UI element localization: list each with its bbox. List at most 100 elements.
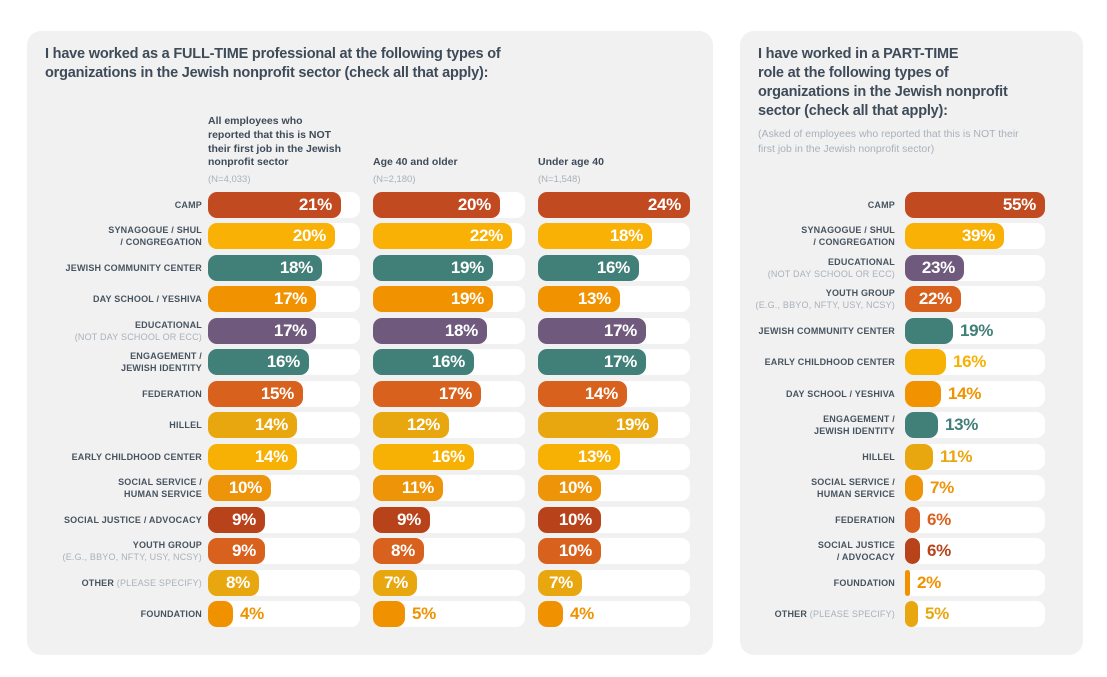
bar-social_justice xyxy=(905,538,920,565)
chart-row: EDUCATIONAL (NOT DAY SCHOOL OR ECC) 17% 18%… xyxy=(27,315,713,347)
bar-track: 11% xyxy=(373,475,525,502)
bar-value-label: 21% xyxy=(298,194,332,214)
bar-track: 14% xyxy=(538,380,690,407)
bar-day_school: 19% xyxy=(373,286,493,313)
chart-row: SOCIAL JUSTICE / ADVOCACY 9% 9% 10% xyxy=(27,504,713,536)
bar-track: 5% xyxy=(373,601,525,628)
bar-value-label: 9% xyxy=(232,509,256,529)
category-label: OTHER (PLEASE SPECIFY) xyxy=(40,577,202,589)
category-label-text: / CONGREGATION xyxy=(813,237,895,248)
bar-track: 6% xyxy=(905,538,1045,565)
bar-engagement: 16% xyxy=(373,349,474,376)
category-label-line: EDUCATIONAL xyxy=(40,319,202,331)
category-label: FOUNDATION xyxy=(40,608,202,620)
bar-federation: 14% xyxy=(538,380,627,407)
bar-value-label: 19% xyxy=(960,320,994,340)
bar-early_childhood: 13% xyxy=(538,443,620,470)
category-label-line: YOUTH GROUP xyxy=(753,287,895,299)
category-label-line: HILLEL xyxy=(40,419,202,431)
bar-value-label: 10% xyxy=(228,478,262,498)
bar-foundation xyxy=(538,601,563,628)
category-label-line: JEWISH COMMUNITY CENTER xyxy=(753,325,895,337)
bar-early_childhood xyxy=(905,349,946,376)
category-label-text: YOUTH GROUP xyxy=(825,288,895,299)
category-label: DAY SCHOOL / YESHIVA xyxy=(40,293,202,305)
category-label-text: HUMAN SERVICE xyxy=(817,489,895,500)
category-label-text: EDUCATIONAL xyxy=(827,256,895,267)
bar-track: 7% xyxy=(538,569,690,596)
category-label-text: HILLEL xyxy=(862,451,895,462)
category-label-text: SOCIAL SERVICE / xyxy=(118,477,202,488)
bar-track: 2% xyxy=(905,569,1045,596)
bar-early_childhood: 16% xyxy=(373,443,474,470)
bar-jcc xyxy=(905,317,953,344)
chart-row: OTHER (PLEASE SPECIFY) 5% xyxy=(740,599,1083,631)
bar-track: 19% xyxy=(373,286,525,313)
bar-track: 8% xyxy=(208,569,360,596)
category-label: FOUNDATION xyxy=(753,577,895,589)
bar-day_school: 13% xyxy=(538,286,620,313)
category-label: DAY SCHOOL / YESHIVA xyxy=(753,388,895,400)
bar-track: 10% xyxy=(208,475,360,502)
bar-value-label: 8% xyxy=(391,541,415,561)
bar-social_service: 10% xyxy=(538,475,601,502)
bar-camp: 24% xyxy=(538,191,690,218)
category-label-text: EARLY CHILDHOOD CENTER xyxy=(764,357,895,368)
bar-track: 22% xyxy=(905,286,1045,313)
column-header-all-employees: All employees who reported that this is … xyxy=(208,115,364,185)
category-label-text: SYNAGOGUE / SHUL xyxy=(108,225,202,236)
category-label-text: HUMAN SERVICE xyxy=(124,489,202,500)
bar-value-label: 7% xyxy=(384,572,408,592)
bar-track: 39% xyxy=(905,223,1045,250)
category-label-note: (E.G., BBYO, NFTY, USY, NCSY) xyxy=(62,552,202,563)
bar-value-label: 20% xyxy=(457,194,491,214)
bar-other: 8% xyxy=(208,569,259,596)
category-label-text: SOCIAL JUSTICE / ADVOCACY xyxy=(63,514,202,525)
bar-value-label: 2% xyxy=(917,572,941,592)
chart-row: SOCIAL SERVICE / HUMAN SERVICE 10% 11% 10% xyxy=(27,473,713,505)
bar-value-label: 17% xyxy=(273,289,307,309)
bar-track: 17% xyxy=(373,380,525,407)
bar-value-label: 14% xyxy=(254,415,288,435)
bar-value-label: 15% xyxy=(260,383,294,403)
chart-row: YOUTH GROUP (E.G., BBYO, NFTY, USY, NCSY)… xyxy=(27,536,713,568)
bar-value-label: 20% xyxy=(292,226,326,246)
chart-row: EDUCATIONAL (NOT DAY SCHOOL OR ECC) 23% xyxy=(740,252,1083,284)
bar-value-label: 23% xyxy=(921,257,955,277)
bar-synagogue: 39% xyxy=(905,223,1004,250)
bar-track: 8% xyxy=(373,538,525,565)
bar-track: 23% xyxy=(905,254,1045,281)
bar-track: 10% xyxy=(538,506,690,533)
category-label: ENGAGEMENT / JEWISH IDENTITY xyxy=(40,350,202,374)
category-label-text: SOCIAL SERVICE / xyxy=(811,477,895,488)
category-label-line: EARLY CHILDHOOD CENTER xyxy=(40,451,202,463)
bar-federation: 17% xyxy=(373,380,481,407)
full-time-bars-area: CAMP 21% 20% 24% SYNAGOGUE / SHUL / CONGREGAT… xyxy=(27,189,713,655)
chart-row: ENGAGEMENT / JEWISH IDENTITY 16% 16% 17% xyxy=(27,347,713,379)
chart-row: SYNAGOGUE / SHUL / CONGREGATION 39% xyxy=(740,221,1083,253)
chart-row: EARLY CHILDHOOD CENTER 14% 16% 13% xyxy=(27,441,713,473)
bar-track: 18% xyxy=(208,254,360,281)
chart-row: FOUNDATION 4% 5% 4% xyxy=(27,599,713,631)
chart-row: YOUTH GROUP (E.G., BBYO, NFTY, USY, NCSY)… xyxy=(740,284,1083,316)
category-label-line: EDUCATIONAL xyxy=(753,256,895,268)
bar-jcc: 19% xyxy=(373,254,493,281)
bar-value-label: 5% xyxy=(412,604,436,624)
chart-row: DAY SCHOOL / YESHIVA 14% xyxy=(740,378,1083,410)
category-label-line: SOCIAL JUSTICE xyxy=(753,539,895,551)
bar-value-label: 11% xyxy=(940,446,973,466)
bar-foundation xyxy=(373,601,405,628)
bar-track: 17% xyxy=(208,286,360,313)
column-sample-size: (N=1,548) xyxy=(538,174,581,185)
category-label-text: JEWISH IDENTITY xyxy=(813,426,895,437)
bar-youth_group: 8% xyxy=(373,538,424,565)
category-label-line: / ADVOCACY xyxy=(753,551,895,563)
bar-value-label: 6% xyxy=(927,509,951,529)
category-label: CAMP xyxy=(40,199,202,211)
bar-social_service: 10% xyxy=(208,475,271,502)
chart-row: FEDERATION 15% 17% 14% xyxy=(27,378,713,410)
category-label: SOCIAL JUSTICE / ADVOCACY xyxy=(40,514,202,526)
bar-value-label: 8% xyxy=(226,572,250,592)
category-label: SYNAGOGUE / SHUL / CONGREGATION xyxy=(40,224,202,248)
bar-track: 19% xyxy=(538,412,690,439)
